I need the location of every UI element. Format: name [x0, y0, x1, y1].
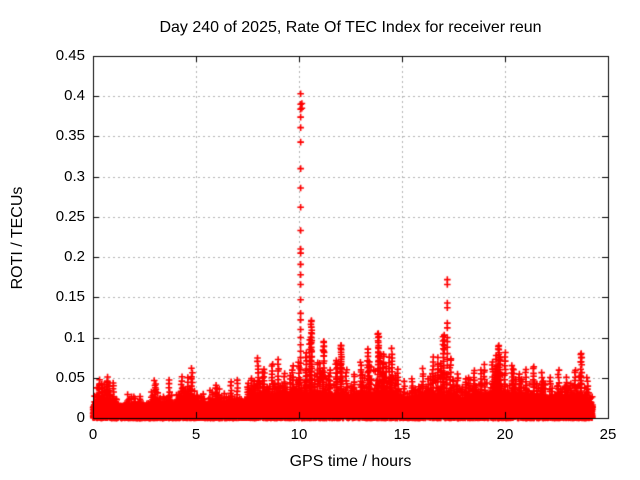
- y-tick-label-0.35: 0.35: [55, 127, 85, 145]
- y-axis-label: ROTI / TECUs: [9, 186, 26, 290]
- y-tick-label-0.3: 0.3: [64, 167, 85, 185]
- chart-title: Day 240 of 2025, Rate Of TEC Index for r…: [159, 19, 542, 36]
- x-tick-label-25: 25: [599, 426, 617, 443]
- y-tick-label-0.45: 0.45: [55, 47, 85, 64]
- y-tick-label-0.4: 0.4: [64, 87, 85, 105]
- x-axis-label: GPS time / hours: [289, 453, 412, 470]
- y-tick-label-0: 0: [76, 409, 85, 426]
- y-tick-label-0.15: 0.15: [55, 288, 85, 306]
- y-tick-label-0.2: 0.2: [64, 248, 85, 266]
- y-tick-label-0.05: 0.05: [55, 368, 85, 386]
- y-tick-label-0.25: 0.25: [55, 207, 85, 225]
- x-tick-label-10: 10: [290, 426, 308, 443]
- y-tick-label-0.1: 0.1: [64, 328, 85, 346]
- x-tick-label-20: 20: [496, 426, 514, 443]
- x-tick-label-15: 15: [393, 426, 411, 443]
- x-tick-label-5: 5: [191, 426, 201, 443]
- x-tick-label-0: 0: [88, 426, 98, 443]
